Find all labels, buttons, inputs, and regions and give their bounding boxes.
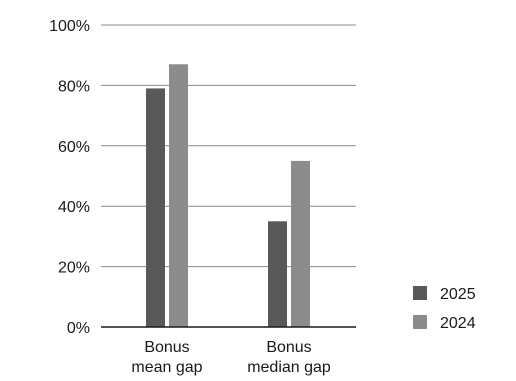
y-tick-label: 60% <box>58 139 90 156</box>
legend-label-2025: 2025 <box>440 286 476 303</box>
legend: 2025 2024 <box>413 286 476 332</box>
gridlines <box>101 24 356 268</box>
bars <box>146 64 310 327</box>
y-tick-label: 100% <box>49 18 90 35</box>
x-category-label: Bonus mean gap <box>131 339 202 376</box>
x-category-label-line: median gap <box>247 359 331 376</box>
x-category-label-line: mean gap <box>131 359 202 376</box>
x-category-label-line: Bonus <box>144 339 189 356</box>
bar-2024-1 <box>291 160 310 327</box>
y-tick-label: 40% <box>58 199 90 216</box>
bar-2025-1 <box>268 221 287 327</box>
bar-2025-0 <box>146 88 165 327</box>
y-tick-label: 80% <box>58 78 90 95</box>
legend-swatch-2025 <box>413 286 427 300</box>
legend-label-2024: 2024 <box>440 315 476 332</box>
x-category-label-line: Bonus <box>266 339 311 356</box>
x-category-label: Bonus median gap <box>247 339 331 376</box>
y-axis-ticks: 0% 20% 40% 60% 80% 100% <box>49 18 90 337</box>
y-tick-label: 20% <box>58 260 90 277</box>
y-tick-label: 0% <box>67 320 90 337</box>
x-axis-categories: Bonus mean gap Bonus median gap <box>131 339 330 376</box>
bar-2024-0 <box>169 64 188 327</box>
legend-swatch-2024 <box>413 315 427 329</box>
